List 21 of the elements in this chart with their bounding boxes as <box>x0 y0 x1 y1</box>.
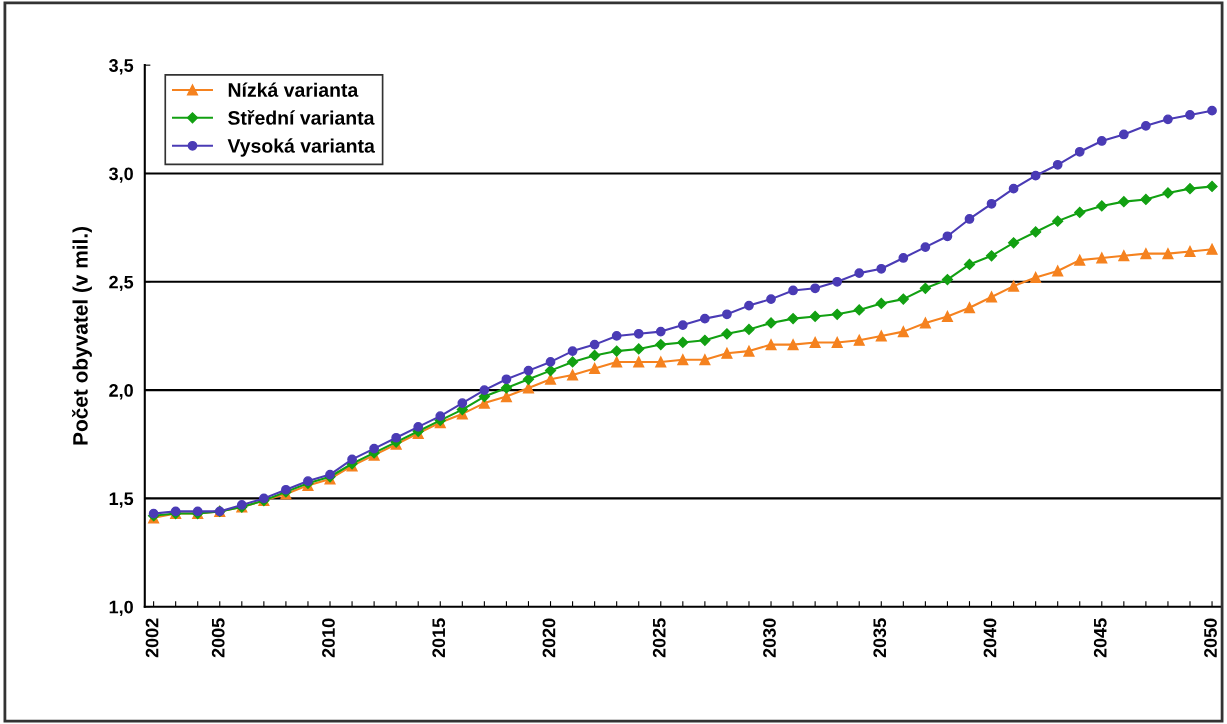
x-tick-label: 2040 <box>983 618 997 658</box>
legend-label: Nízká varianta <box>228 82 359 97</box>
legend-label: Vysoká varianta <box>227 138 375 157</box>
y-axis-title: Počet obyvatel (v mil.) <box>72 226 92 445</box>
y-tick-label: 2,0 <box>109 384 133 400</box>
y-tick-label: 3,0 <box>108 167 133 183</box>
y-tick-label: 1,0 <box>109 600 133 617</box>
x-tick-label: 2005 <box>211 618 225 658</box>
y-tick-label: 1,5 <box>109 492 134 508</box>
x-tick-label: 2025 <box>652 618 666 658</box>
x-tick-label: 2045 <box>1093 618 1107 658</box>
x-tick-label: 2015 <box>432 618 446 658</box>
y-tick-label: 2,5 <box>109 275 134 292</box>
x-tick-label: 2010 <box>322 618 335 658</box>
y-tick-label: 3,5 <box>108 59 134 75</box>
x-tick-label: 2050 <box>1204 618 1217 658</box>
x-tick-label: 2020 <box>542 618 556 658</box>
legend-label: Střední varianta <box>228 110 375 125</box>
x-tick-label: 2035 <box>873 618 887 658</box>
x-tick-label: 2002 <box>145 618 159 658</box>
x-tick-label: 2030 <box>763 618 776 658</box>
